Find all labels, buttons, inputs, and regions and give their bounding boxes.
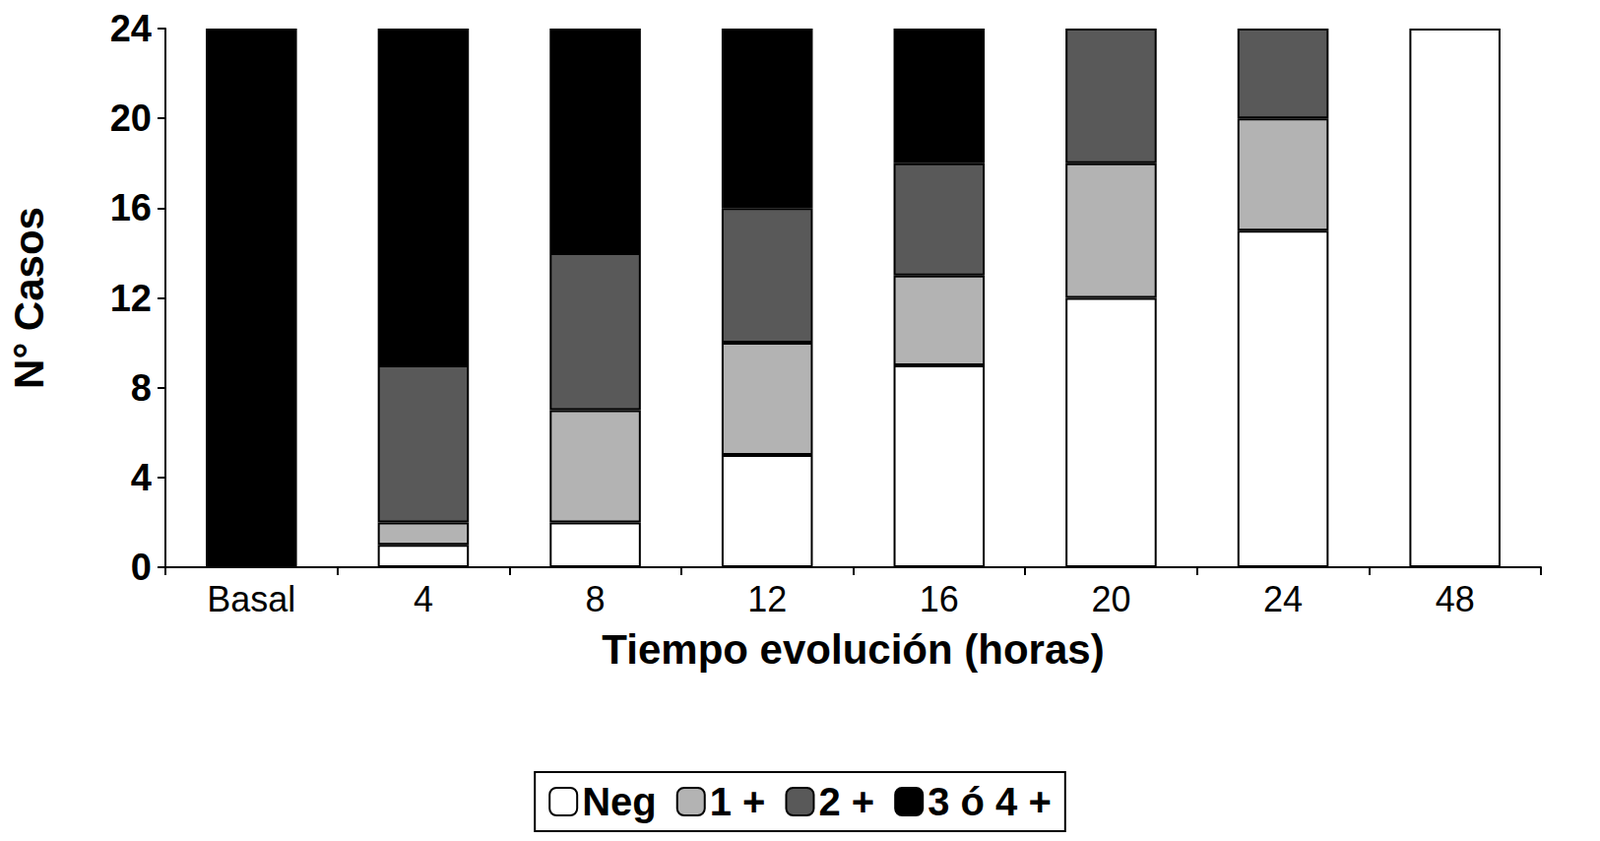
svg-text:Tiempo evolución (horas): Tiempo evolución (horas): [601, 626, 1104, 673]
svg-text:0: 0: [130, 546, 152, 588]
svg-text:16: 16: [919, 578, 960, 620]
svg-text:20: 20: [1090, 578, 1131, 620]
svg-text:12: 12: [747, 578, 787, 620]
svg-text:2 +: 2 +: [818, 779, 875, 824]
svg-text:4: 4: [413, 578, 434, 620]
svg-text:16: 16: [110, 187, 152, 229]
svg-text:20: 20: [110, 97, 152, 139]
svg-text:3 ó 4 +: 3 ó 4 +: [927, 779, 1052, 824]
svg-text:N° Casos: N° Casos: [5, 206, 53, 389]
svg-text:8: 8: [585, 578, 606, 620]
svg-text:Neg: Neg: [581, 779, 657, 824]
svg-text:24: 24: [110, 7, 152, 50]
svg-text:48: 48: [1435, 578, 1475, 620]
svg-text:12: 12: [110, 277, 152, 320]
svg-text:Basal: Basal: [206, 578, 296, 620]
svg-text:8: 8: [130, 367, 152, 409]
svg-text:24: 24: [1263, 578, 1303, 620]
svg-text:1 +: 1 +: [709, 779, 767, 824]
svg-text:4: 4: [130, 456, 152, 499]
